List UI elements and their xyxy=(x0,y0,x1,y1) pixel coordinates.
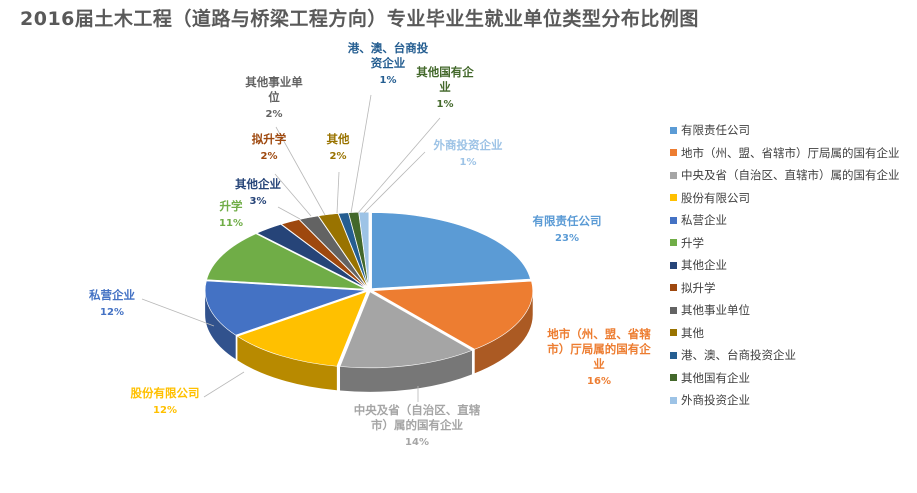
leader-line xyxy=(274,173,312,217)
legend-swatch xyxy=(670,306,677,314)
data-label-category: 资企业 xyxy=(371,56,406,70)
legend-item: 其他国有企业 xyxy=(670,367,900,390)
legend-swatch xyxy=(670,239,677,247)
data-label-category: 其他企业 xyxy=(235,177,281,191)
legend-item: 其他事业单位 xyxy=(670,299,900,322)
data-label-value: 1% xyxy=(460,157,477,168)
legend-swatch xyxy=(670,374,677,382)
pie-slice xyxy=(298,215,368,289)
legend-item: 升学 xyxy=(670,232,900,255)
legend-label: 其他 xyxy=(681,325,704,340)
pie-slice xyxy=(371,212,531,289)
legend-swatch xyxy=(670,284,677,292)
pie-slice xyxy=(204,280,366,336)
chart-title: 2016届土木工程（道路与桥梁工程方向）专业毕业生就业单位类型分布比例图 xyxy=(20,8,699,30)
leader-line xyxy=(275,126,326,216)
legend-item: 有限责任公司 xyxy=(670,119,900,142)
legend-swatch xyxy=(670,261,677,269)
legend-item: 中央及省（自治区、直辖市）属的国有企业 xyxy=(670,164,900,187)
data-label-value: 2% xyxy=(266,109,283,120)
pie-slice xyxy=(206,233,366,290)
data-label-category: 港、澳、台商投 xyxy=(348,41,429,55)
pie-slice-side xyxy=(237,336,337,391)
data-label-value: 1% xyxy=(437,99,454,110)
data-label-category: 有限责任公司 xyxy=(533,214,602,228)
pie-slice xyxy=(371,280,534,350)
legend-swatch xyxy=(670,216,677,224)
leader-line xyxy=(357,117,441,214)
legend-swatch xyxy=(670,171,677,179)
data-label-value: 12% xyxy=(100,307,124,318)
legend-item: 其他 xyxy=(670,322,900,345)
data-label-category: 业 xyxy=(439,80,451,94)
data-label-category: 其他国有企 xyxy=(416,65,474,79)
legend-swatch xyxy=(670,149,677,157)
pie-slice xyxy=(280,219,368,289)
data-label-value: 11% xyxy=(219,218,243,229)
legend-swatch xyxy=(670,351,677,359)
legend-swatch xyxy=(670,329,677,337)
data-label-value: 14% xyxy=(405,437,429,448)
legend-label: 港、澳、台商投资企业 xyxy=(681,348,796,363)
data-label-category: 地市（州、盟、省辖 xyxy=(547,327,651,341)
legend-label: 升学 xyxy=(681,235,704,250)
legend-swatch xyxy=(670,396,677,404)
pie-slice xyxy=(236,291,368,367)
legend-label: 外商投资企业 xyxy=(681,393,750,408)
legend-item: 私营企业 xyxy=(670,209,900,232)
legend-label: 其他国有企业 xyxy=(681,370,750,385)
leader-line xyxy=(336,171,340,214)
data-label-category: 私营企业 xyxy=(89,288,135,302)
legend-label: 私营企业 xyxy=(681,213,727,228)
data-label-category: 位 xyxy=(268,90,280,104)
data-label-category: 业 xyxy=(593,357,605,371)
data-label-value: 1% xyxy=(380,75,397,86)
legend-item: 拟升学 xyxy=(670,277,900,300)
data-label-value: 2% xyxy=(261,151,278,162)
legend-label: 有限责任公司 xyxy=(681,123,750,138)
data-label-value: 2% xyxy=(330,151,347,162)
legend-label: 地市（州、盟、省辖市）厅局属的国有企业 xyxy=(681,145,900,160)
data-label-value: 16% xyxy=(587,376,611,387)
data-label-category: 市）属的国有企业 xyxy=(371,418,463,432)
pie-slice-side xyxy=(340,350,472,392)
legend-item: 外商投资企业 xyxy=(670,389,900,412)
legend-label: 拟升学 xyxy=(681,280,716,295)
legend-label: 中央及省（自治区、直辖市）属的国有企业 xyxy=(681,168,900,183)
data-label-value: 3% xyxy=(250,196,267,207)
leader-line xyxy=(350,94,372,214)
leader-line xyxy=(363,151,426,214)
legend-item: 其他企业 xyxy=(670,254,900,277)
pie-slice xyxy=(318,213,369,289)
data-label-category: 外商投资企业 xyxy=(433,138,503,152)
data-label-category: 升学 xyxy=(220,199,243,213)
data-label-category: 其他 xyxy=(327,132,350,146)
legend-label: 股份有限公司 xyxy=(681,190,750,205)
legend-label: 其他事业单位 xyxy=(681,303,750,318)
data-label-value: 12% xyxy=(153,405,177,416)
leader-line xyxy=(277,206,301,220)
legend-swatch xyxy=(670,194,677,202)
legend-item: 股份有限公司 xyxy=(670,187,900,210)
legend-label: 其他企业 xyxy=(681,258,727,273)
data-label-category: 拟升学 xyxy=(252,132,287,146)
pie-slice xyxy=(256,223,367,289)
leader-line xyxy=(141,298,215,327)
pie-slice-side xyxy=(205,290,236,360)
data-label-value: 23% xyxy=(555,233,579,244)
data-label-category: 市）厅局属的国有企 xyxy=(547,342,651,356)
leader-line xyxy=(203,371,245,398)
legend-item: 港、澳、台商投资企业 xyxy=(670,344,900,367)
data-label-category: 中央及省（自治区、直辖 xyxy=(354,403,481,417)
legend-swatch xyxy=(670,126,677,134)
pie-slice xyxy=(339,291,473,369)
pie-slice-side xyxy=(474,290,533,374)
chart-legend: 有限责任公司地市（州、盟、省辖市）厅局属的国有企业 中央及省（自治区、直辖市）属的… xyxy=(670,119,900,412)
data-label-category: 股份有限公司 xyxy=(131,386,200,400)
legend-item: 地市（州、盟、省辖市）厅局属的国有企业 xyxy=(670,142,900,165)
data-label-category: 其他事业单 xyxy=(245,75,303,89)
